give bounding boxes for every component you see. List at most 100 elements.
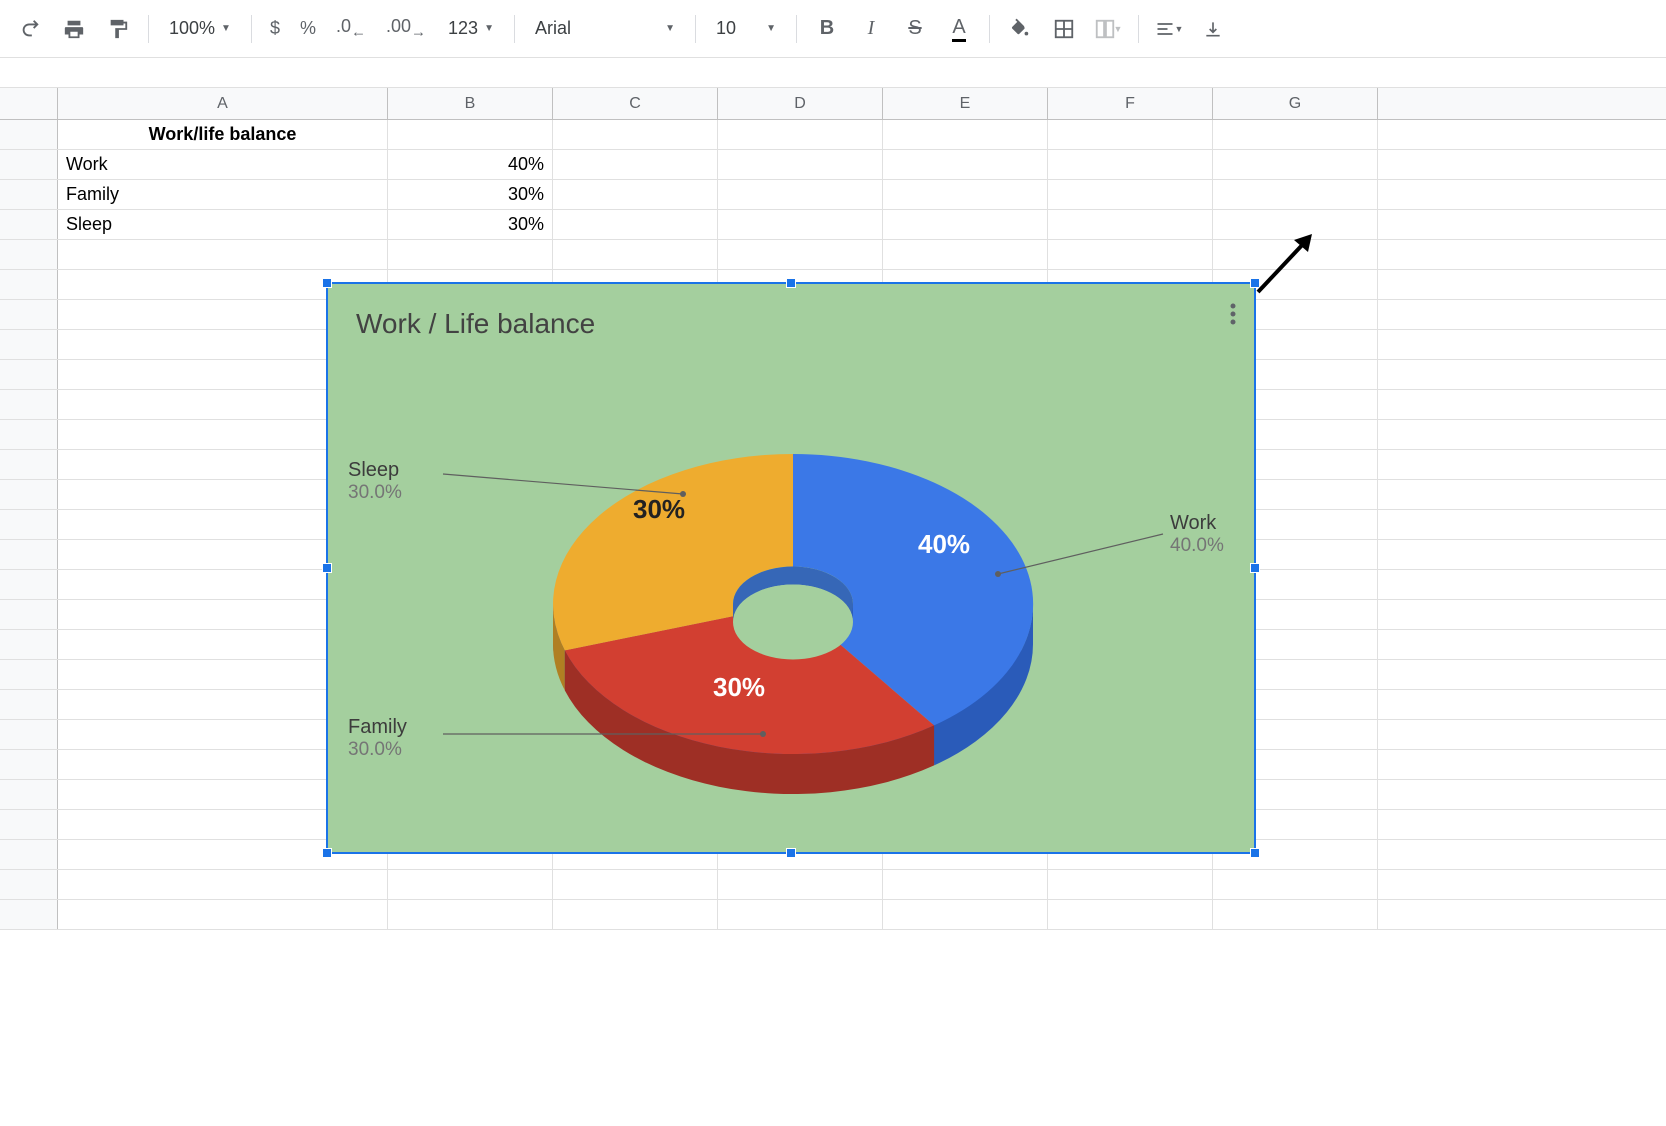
italic-button[interactable]: I	[851, 9, 891, 49]
font-family-dropdown[interactable]: Arial▼	[525, 11, 685, 47]
row-header[interactable]	[0, 360, 58, 389]
print-icon[interactable]	[54, 9, 94, 49]
column-header[interactable]: A	[58, 88, 388, 119]
cell[interactable]	[718, 150, 883, 179]
cell[interactable]	[883, 240, 1048, 269]
merge-cells-button[interactable]: ▼	[1088, 9, 1128, 49]
cell[interactable]	[553, 210, 718, 239]
cell[interactable]	[1048, 240, 1213, 269]
cell[interactable]	[883, 180, 1048, 209]
zoom-dropdown[interactable]: 100%▼	[159, 11, 241, 47]
cell[interactable]	[1213, 150, 1378, 179]
fill-color-button[interactable]	[1000, 9, 1040, 49]
row-header[interactable]	[0, 870, 58, 899]
column-header[interactable]: B	[388, 88, 553, 119]
select-all-corner[interactable]	[0, 88, 58, 119]
cell[interactable]	[388, 240, 553, 269]
cell[interactable]	[1048, 900, 1213, 929]
cell[interactable]: 30%	[388, 210, 553, 239]
cell[interactable]	[883, 870, 1048, 899]
row-header[interactable]	[0, 480, 58, 509]
cell[interactable]	[718, 120, 883, 149]
chart-object[interactable]: Work / Life balance	[326, 282, 1256, 854]
cell[interactable]	[1213, 870, 1378, 899]
cell[interactable]	[718, 180, 883, 209]
row-header[interactable]	[0, 690, 58, 719]
cell[interactable]	[388, 870, 553, 899]
cell[interactable]: 30%	[388, 180, 553, 209]
cell[interactable]	[58, 900, 388, 929]
row-header[interactable]	[0, 510, 58, 539]
cell[interactable]	[553, 120, 718, 149]
row-header[interactable]	[0, 180, 58, 209]
column-header[interactable]: E	[883, 88, 1048, 119]
row-header[interactable]	[0, 300, 58, 329]
cell[interactable]	[553, 870, 718, 899]
redo-icon[interactable]	[10, 9, 50, 49]
cell[interactable]	[388, 120, 553, 149]
row-header[interactable]	[0, 720, 58, 749]
borders-button[interactable]	[1044, 9, 1084, 49]
font-size-dropdown[interactable]: 10▼	[706, 11, 786, 47]
paint-format-icon[interactable]	[98, 9, 138, 49]
row-header[interactable]	[0, 600, 58, 629]
row-header[interactable]	[0, 120, 58, 149]
cell[interactable]	[718, 240, 883, 269]
cell[interactable]	[718, 870, 883, 899]
horizontal-align-button[interactable]: ▼	[1149, 9, 1189, 49]
column-header[interactable]: D	[718, 88, 883, 119]
cell[interactable]	[58, 870, 388, 899]
spreadsheet-grid[interactable]: Work/life balance Work 40% Family 30% Sl…	[0, 120, 1666, 930]
cell[interactable]	[1048, 120, 1213, 149]
row-header[interactable]	[0, 450, 58, 479]
cell[interactable]: Family	[58, 180, 388, 209]
row-header[interactable]	[0, 390, 58, 419]
row-header[interactable]	[0, 540, 58, 569]
cell[interactable]	[553, 240, 718, 269]
cell[interactable]	[718, 210, 883, 239]
cell[interactable]	[388, 900, 553, 929]
row-header[interactable]	[0, 750, 58, 779]
row-header[interactable]	[0, 840, 58, 869]
cell[interactable]: Sleep	[58, 210, 388, 239]
row-header[interactable]	[0, 330, 58, 359]
column-header[interactable]: F	[1048, 88, 1213, 119]
row-header[interactable]	[0, 570, 58, 599]
cell[interactable]: Work	[58, 150, 388, 179]
cell[interactable]: Work/life balance	[58, 120, 388, 149]
cell[interactable]	[883, 150, 1048, 179]
cell[interactable]	[883, 210, 1048, 239]
decrease-decimal-button[interactable]: .0←	[328, 16, 374, 41]
row-header[interactable]	[0, 270, 58, 299]
cell[interactable]	[883, 120, 1048, 149]
row-header[interactable]	[0, 780, 58, 809]
column-header[interactable]: C	[553, 88, 718, 119]
cell[interactable]	[58, 240, 388, 269]
cell[interactable]	[553, 180, 718, 209]
bold-button[interactable]: B	[807, 9, 847, 49]
text-color-button[interactable]: A	[939, 9, 979, 49]
cell[interactable]: 40%	[388, 150, 553, 179]
row-header[interactable]	[0, 210, 58, 239]
format-currency-button[interactable]: $	[262, 18, 288, 39]
row-header[interactable]	[0, 240, 58, 269]
format-percent-button[interactable]: %	[292, 18, 324, 39]
row-header[interactable]	[0, 150, 58, 179]
cell[interactable]	[1048, 180, 1213, 209]
number-format-dropdown[interactable]: 123▼	[438, 11, 504, 47]
formula-bar[interactable]	[0, 58, 1666, 88]
cell[interactable]	[1213, 180, 1378, 209]
cell[interactable]	[1213, 900, 1378, 929]
cell[interactable]	[553, 150, 718, 179]
column-header[interactable]: G	[1213, 88, 1378, 119]
cell[interactable]	[883, 900, 1048, 929]
vertical-align-button[interactable]	[1193, 9, 1233, 49]
row-header[interactable]	[0, 810, 58, 839]
cell[interactable]	[718, 900, 883, 929]
cell[interactable]	[1213, 120, 1378, 149]
row-header[interactable]	[0, 900, 58, 929]
row-header[interactable]	[0, 630, 58, 659]
increase-decimal-button[interactable]: .00→	[378, 16, 434, 41]
cell[interactable]	[1048, 210, 1213, 239]
cell[interactable]	[1048, 150, 1213, 179]
